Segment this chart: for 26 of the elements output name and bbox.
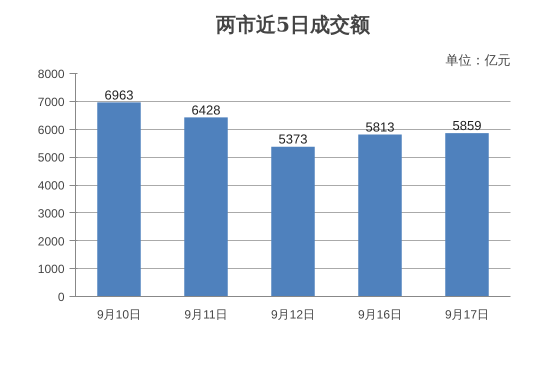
x-tick-label: 9月11日 [184,308,228,322]
y-tick-label: 6000 [38,122,65,137]
bar [97,102,141,296]
y-tick-label: 8000 [38,67,65,81]
y-tick-label: 2000 [38,234,65,248]
bar [445,133,489,296]
x-tick-label: 9月12日 [270,308,316,322]
y-tick-label: 5000 [38,150,65,165]
data-label: 6428 [192,102,220,118]
data-label: 5813 [366,119,394,134]
x-tick-label: 9月10日 [96,308,142,322]
data-label: 5373 [278,132,308,147]
y-tick-label: 4000 [38,178,65,192]
data-label: 6963 [104,87,134,102]
y-tick-label: 1000 [38,262,65,276]
y-tick-label: 0 [58,290,65,304]
chart-title: 两市近5日成交额 [215,12,371,36]
bar [271,146,315,296]
data-label: 5859 [452,118,482,134]
y-tick-label: 7000 [38,94,65,109]
y-tick-label: 3000 [38,206,65,220]
bar [358,134,402,296]
bar [184,117,228,296]
x-tick-label: 9月17日 [444,308,490,322]
x-tick-label: 9月16日 [358,308,402,322]
text: 单位：亿元 [446,54,510,68]
